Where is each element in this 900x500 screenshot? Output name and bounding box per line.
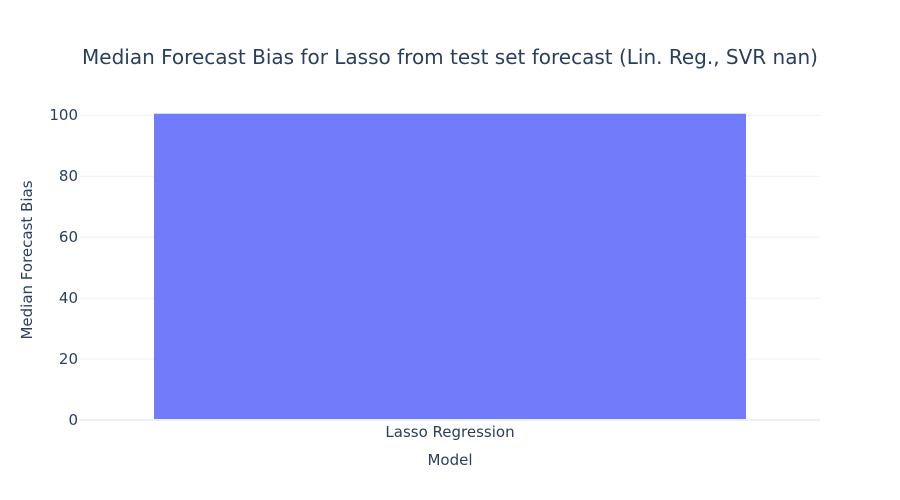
bar (154, 113, 746, 420)
y-tick-label: 40 (59, 289, 78, 307)
y-tick-label: 100 (49, 106, 78, 124)
y-tick-label: 20 (59, 350, 78, 368)
y-tick-label: 60 (59, 228, 78, 246)
plot-area: Lasso Regression 0 20 40 60 80 100 (49, 106, 820, 441)
y-tick-label: 80 (59, 167, 78, 185)
x-tick-label: Lasso Regression (385, 423, 514, 441)
y-axis-title: Median Forecast Bias (18, 180, 36, 339)
y-tick-label: 0 (68, 411, 78, 429)
x-axis-title: Model (427, 451, 472, 469)
chart-title: Median Forecast Bias for Lasso from test… (82, 45, 818, 69)
